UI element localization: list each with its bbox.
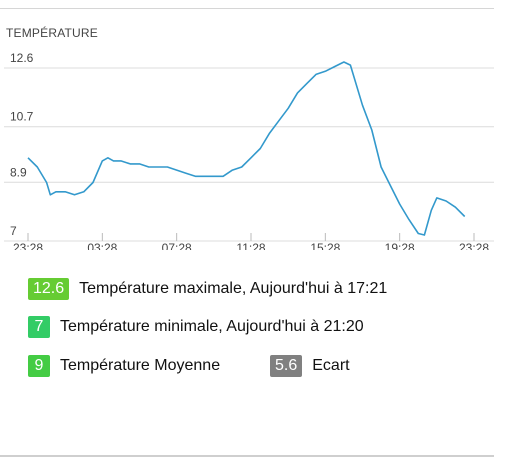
x-tick-label-4: 15:28 (310, 241, 340, 250)
min-label: Température minimale, Aujourd'hui à 21:2… (60, 318, 364, 335)
min-badge: 7 (28, 316, 50, 338)
bottom-divider (0, 455, 494, 457)
stat-max: 12.6 Température maximale, Aujourd'hui à… (28, 278, 387, 300)
max-badge: 12.6 (28, 278, 70, 300)
x-tick-label-5: 19:28 (385, 241, 415, 250)
y-tick-label-3: 12.6 (10, 51, 34, 65)
avg-badge: 9 (28, 355, 50, 377)
x-tick-label-0: 23:28 (13, 241, 43, 250)
max-label: Température maximale, Aujourd'hui à 17:2… (79, 280, 388, 297)
stat-avg: 9 Température Moyenne (28, 355, 220, 377)
ecart-label: Ecart (312, 357, 350, 374)
y-tick-label-2: 10.7 (10, 110, 34, 124)
x-tick-label-3: 11:28 (236, 241, 265, 250)
x-tick-label-1: 03:28 (87, 241, 117, 250)
x-tick-label-2: 07:28 (162, 241, 192, 250)
top-divider (0, 8, 494, 9)
y-tick-label-1: 8.9 (10, 165, 27, 179)
avg-label: Température Moyenne (60, 357, 221, 374)
y-tick-label-0: 7 (10, 224, 17, 238)
x-tick-label-6: 23:28 (459, 241, 489, 250)
chart-title: TEMPÉRATURE (6, 26, 98, 40)
series-line-0 (27, 61, 466, 236)
stat-ecart: 5.6 Ecart (270, 355, 350, 377)
temperature-chart: 7 8.9 10.7 12.6 23:28 03:28 07:28 11:28 15:28 19:… (4, 51, 494, 250)
ecart-badge: 5.6 (270, 355, 303, 377)
stat-min: 7 Température minimale, Aujourd'hui à 21… (28, 316, 364, 338)
